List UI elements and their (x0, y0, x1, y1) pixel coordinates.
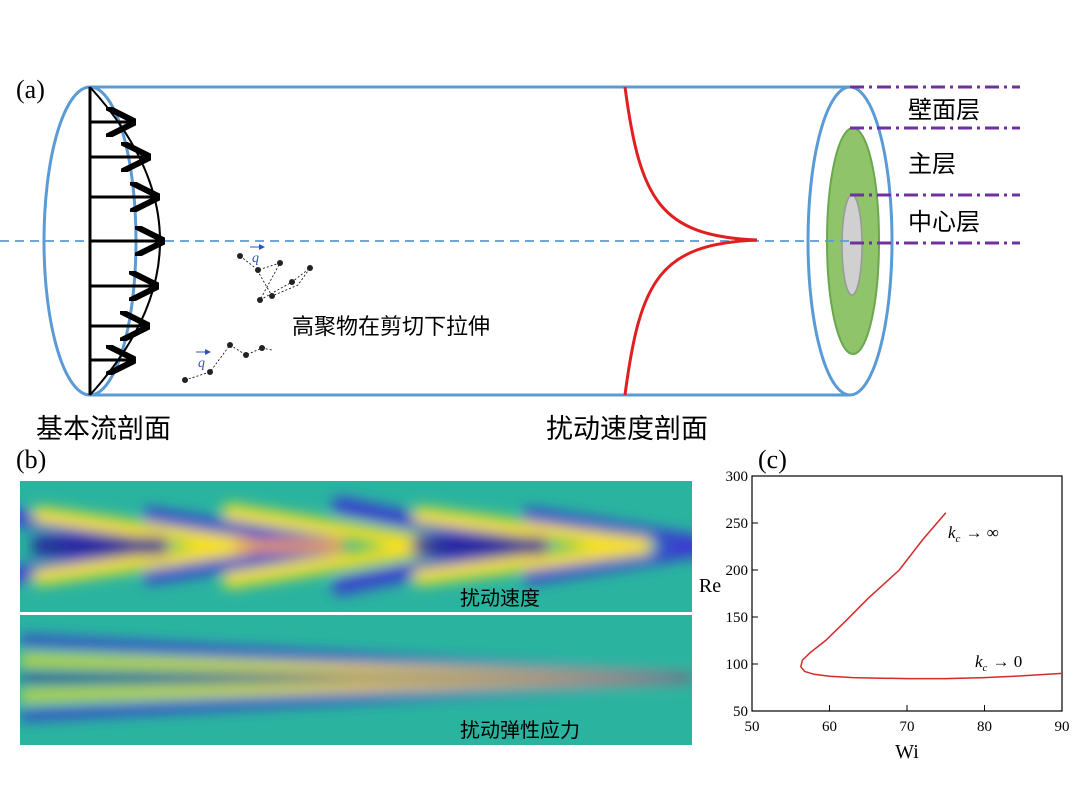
annotation-part: k (948, 523, 956, 542)
y-tick-label: 300 (726, 469, 749, 485)
caption: 扰动速度 (460, 586, 540, 610)
layer-label: 主层 (908, 150, 956, 178)
vector-label: q (198, 356, 205, 371)
panel-b: (b) 扰动速度 扰动弹性 (16, 445, 692, 745)
velocity-field (20, 481, 692, 612)
y-tick-label: 100 (726, 657, 749, 673)
panel-label: (b) (16, 445, 46, 474)
polymer-beads (182, 253, 313, 383)
panel-a: (a) 壁面层 主层 中心层 (0, 75, 1020, 445)
y-tick-label: 250 (726, 516, 749, 532)
y-tick-label: 50 (733, 704, 748, 720)
panel-label: (a) (16, 75, 45, 104)
perturbation-profile (623, 86, 758, 396)
y-tick-label: 200 (726, 563, 749, 579)
x-tick-label: 70 (900, 719, 915, 735)
layer-label: 壁面层 (908, 96, 980, 124)
annotation: kc → ∞ (948, 523, 999, 545)
annotation-part: → ∞ (965, 523, 998, 542)
y-axis-label: Re (699, 575, 721, 597)
x-tick-label: 60 (822, 719, 837, 735)
layer-label: 中心层 (908, 208, 980, 236)
stress-field (20, 615, 692, 745)
caption: 扰动弹性应力 (460, 718, 580, 742)
annotation-part: c (983, 662, 988, 674)
y-tick-label: 150 (726, 610, 749, 626)
base-flow-label: 基本流剖面 (36, 414, 171, 445)
x-tick-label: 90 (1055, 719, 1070, 735)
annotation: kc → 0 (975, 652, 1022, 674)
center-layer (841, 194, 863, 296)
x-tick-label: 80 (977, 719, 992, 735)
x-axis-label: Wi (895, 741, 919, 763)
annotation-part: c (956, 533, 961, 545)
x-tick-label: 50 (745, 719, 760, 735)
annotation-part: → 0 (992, 652, 1022, 671)
curve (799, 512, 1063, 680)
vector-label: q (252, 251, 259, 266)
velocity-arrows (90, 122, 162, 360)
polymer-label: 高聚物在剪切下拉伸 (292, 315, 490, 340)
layer-lines (850, 85, 1020, 245)
panel-label: (c) (758, 445, 787, 474)
annotation-part: k (975, 652, 983, 671)
perturbation-label: 扰动速度剖面 (546, 414, 708, 445)
